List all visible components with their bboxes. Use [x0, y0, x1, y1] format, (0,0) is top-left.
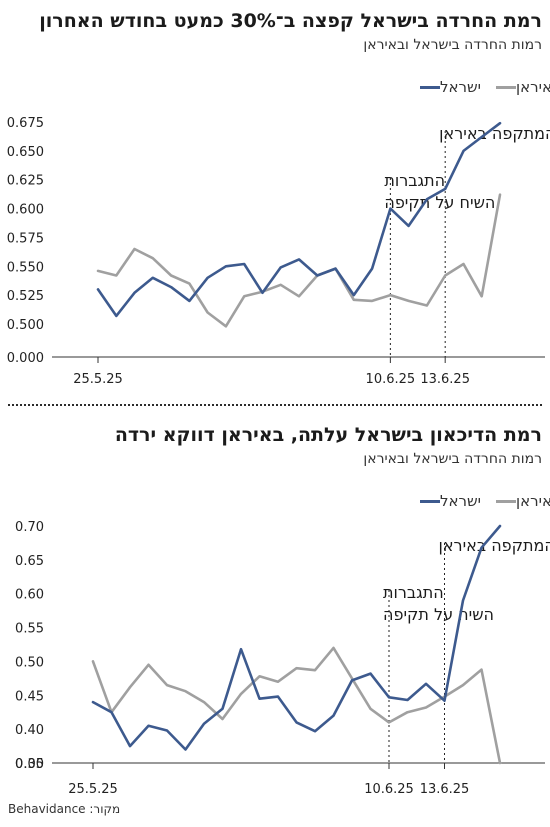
- depression-line-chart: 0.000.35 0.40 0.45 0.50 0.55 0.60 0.65 0.70 25.5…: [15, 520, 550, 797]
- chart-title: רמת החרדה בישראל קפצה ב־30% כמעט בחודש ה…: [39, 10, 542, 32]
- y-tick-label: 0.500: [7, 318, 44, 333]
- x-tick-label: 10.6.25: [366, 372, 416, 387]
- legend-item-israel: ישראל: [415, 78, 481, 96]
- event-annotation-text: השיח על תקיפה: [384, 193, 495, 212]
- anxiety-chart-panel: רמת החרדה בישראל קפצה ב־30% כמעט בחודש ה…: [0, 0, 550, 395]
- source-credit: מקור: Behavidance: [8, 802, 121, 816]
- anxiety-line-chart: 0.000 0.500 0.525 0.550 0.575 0.600 0.625 0.650…: [7, 116, 550, 387]
- x-axis-ticks: 25.5.25 10.6.25 13.6.25: [68, 763, 469, 797]
- legend-swatch-israel: [420, 85, 440, 89]
- chart-subtitle: רמות החרדה בישראל ובאיראן: [363, 37, 542, 53]
- event-annotations: התגברות השיח על תקיפה המתקפה באיראן: [383, 536, 550, 763]
- legend-item-israel: ישראל: [415, 492, 481, 510]
- x-tick-label: 10.6.25: [364, 782, 414, 797]
- x-axis-ticks: 25.5.25 10.6.25 13.6.25: [73, 357, 470, 387]
- legend-label-iran: איראן: [516, 492, 550, 510]
- depression-chart-panel: רמת הדיכאון בישראל עלתה, באיראן דווקא יר…: [0, 414, 550, 799]
- y-tick-label: 0.60: [15, 588, 44, 603]
- y-tick-label: 0.00: [15, 757, 44, 772]
- x-tick-label: 13.6.25: [420, 782, 470, 797]
- y-tick-label: 0.70: [15, 520, 44, 535]
- section-divider: [8, 404, 542, 406]
- y-tick-label: 0.650: [7, 145, 44, 160]
- series-line-israel: [96, 121, 502, 318]
- y-tick-label: 0.40: [15, 723, 44, 738]
- chart-legend: ישראל איראן: [405, 78, 550, 96]
- y-tick-label: 0.65: [15, 554, 44, 569]
- y-tick-label: 0.000: [7, 351, 44, 366]
- x-tick-label: 13.6.25: [420, 372, 470, 387]
- y-tick-label: 0.600: [7, 203, 44, 218]
- event-annotation-text: התגברות: [384, 171, 445, 190]
- legend-item-iran: איראן: [491, 492, 550, 510]
- y-tick-label: 0.50: [15, 655, 44, 670]
- y-tick-label: 0.675: [7, 116, 44, 131]
- series-line-iran: [91, 646, 502, 765]
- chart-subtitle: רמות החרדה בישראל ובאיראן: [363, 451, 542, 467]
- legend-swatch-israel: [420, 499, 440, 503]
- chart-title: רמת הדיכאון בישראל עלתה, באיראן דווקא יר…: [114, 424, 542, 446]
- y-tick-label: 0.625: [7, 174, 44, 189]
- y-tick-label: 0.55: [15, 622, 44, 637]
- y-axis-tick-labels: 0.000.35 0.40 0.45 0.50 0.55 0.60 0.65 0.70: [15, 520, 44, 772]
- series-line-iran: [96, 193, 502, 328]
- series-line-israel: [91, 524, 502, 751]
- legend-label-israel: ישראל: [440, 78, 482, 96]
- legend-swatch-iran: [496, 85, 517, 89]
- event-annotation-text: המתקפה באיראן: [439, 124, 550, 143]
- legend-label-iran: איראן: [516, 78, 550, 96]
- y-tick-label: 0.35: [15, 757, 44, 772]
- event-annotation-text: התגברות: [383, 583, 444, 602]
- y-axis-tick-labels: 0.000 0.500 0.525 0.550 0.575 0.600 0.625 0.650…: [7, 116, 44, 366]
- chart-legend: ישראל איראן: [405, 492, 550, 510]
- event-annotations: התגברות השיח על תקיפה המתקפה באיראן: [384, 124, 550, 357]
- x-tick-label: 25.5.25: [73, 372, 123, 387]
- legend-item-iran: איראן: [491, 78, 550, 96]
- legend-label-israel: ישראל: [440, 492, 482, 510]
- y-tick-label: 0.575: [7, 231, 44, 246]
- x-tick-label: 25.5.25: [68, 782, 118, 797]
- event-annotation-text: המתקפה באיראן: [439, 536, 550, 555]
- y-tick-label: 0.45: [15, 689, 44, 704]
- legend-swatch-iran: [496, 499, 517, 503]
- y-tick-label: 0.550: [7, 260, 44, 275]
- event-annotation-text: השיח על תקיפה: [383, 605, 494, 624]
- y-tick-label: 0.525: [7, 289, 44, 304]
